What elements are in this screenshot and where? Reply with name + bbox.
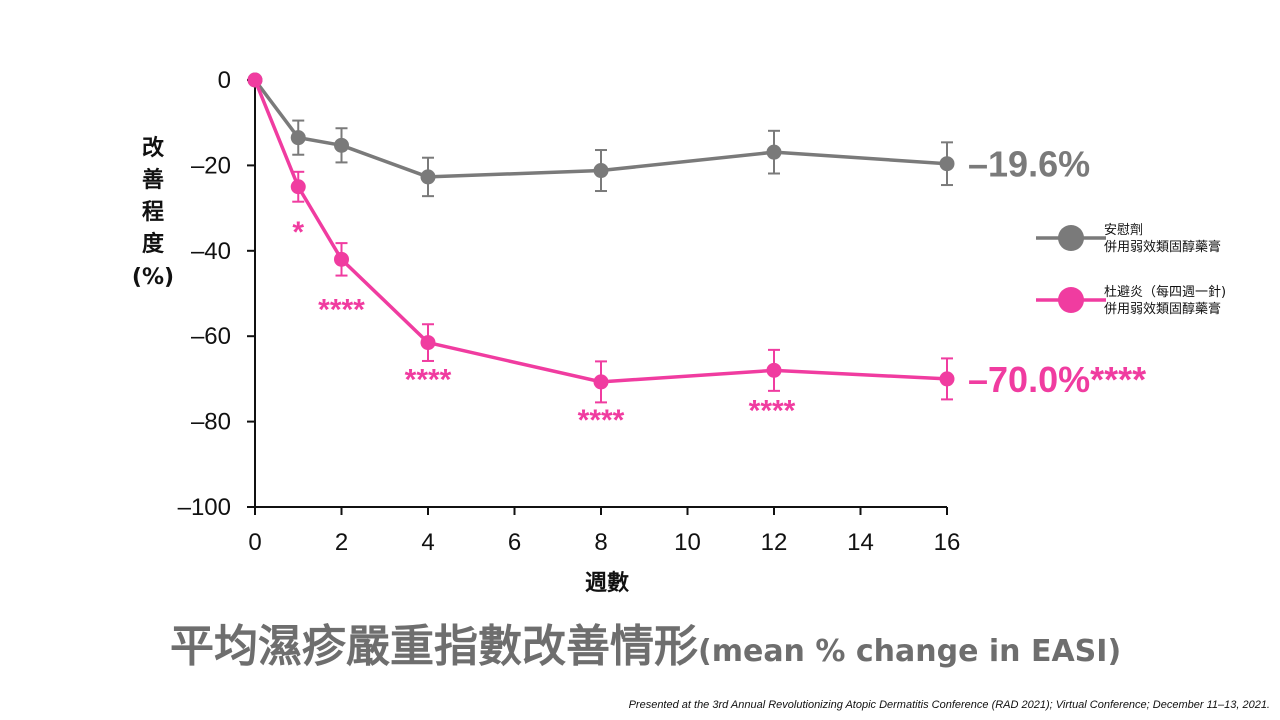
x-tick-label: 14 [847, 529, 874, 556]
legend-label: 併用弱效類固醇藥膏 [1104, 301, 1221, 317]
y-tick-label: –20 [191, 152, 231, 179]
data-point [334, 137, 349, 153]
y-axis-title-char: (%) [132, 265, 174, 290]
end-label-placebo: –19.6% [968, 144, 1090, 185]
x-tick-label: 4 [421, 529, 434, 556]
y-tick-label: –40 [191, 238, 231, 265]
data-point [593, 374, 609, 390]
data-point [939, 371, 955, 387]
y-tick-label: 0 [218, 67, 231, 94]
y-tick-label: –80 [191, 409, 231, 436]
y-tick-label: –60 [191, 323, 231, 350]
y-tick-labels: 0 –20 –40 –60 –80 –100 [178, 67, 231, 521]
significance-marker: **** [578, 404, 625, 437]
data-point [766, 362, 782, 378]
significance-markers: ************* **** [292, 216, 795, 437]
data-point [593, 163, 609, 179]
main-title-en: (mean % change in EASI) [698, 634, 1122, 669]
x-tick-label: 8 [594, 529, 607, 556]
main-title: 平均濕疹嚴重指數改善情形(mean % change in EASI) [170, 610, 1121, 674]
y-tick-label: –100 [178, 494, 231, 521]
x-tick-labels: 0 2 4 6 8 10 12 14 16 [248, 529, 960, 556]
data-point [420, 335, 436, 351]
end-labels: –19.6% –70.0%**** [968, 144, 1146, 400]
x-tick-label: 6 [508, 529, 521, 556]
y-axis-title-char: 改 [142, 135, 165, 161]
data-point [766, 144, 782, 160]
legend-marker [1058, 225, 1084, 251]
x-tick-label: 0 [248, 529, 261, 556]
significance-marker: **** [318, 293, 365, 326]
legend-label: 安慰劑 [1104, 222, 1143, 238]
data-point [939, 156, 955, 172]
x-tick-label: 12 [761, 529, 788, 556]
data-point [420, 169, 436, 185]
legend-marker [1058, 287, 1084, 313]
end-label-dupilumab: –70.0%**** [968, 359, 1146, 400]
series-layer [247, 72, 955, 404]
significance-marker: **** [749, 394, 796, 427]
legend-label: 杜避炎（每四週一針) [1104, 284, 1226, 300]
x-axis-title: 週數 [585, 571, 629, 596]
footnote: Presented at the 3rd Annual Revolutioniz… [628, 699, 1270, 711]
series-dupilumab [247, 72, 955, 404]
data-point [290, 179, 306, 195]
chart-axes [247, 79, 948, 515]
y-axis-title-char: 度 [142, 231, 165, 257]
y-axis-title-char: 善 [142, 167, 164, 193]
data-point [247, 72, 263, 88]
legend-item-dupilumab: 杜避炎（每四週一針)併用弱效類固醇藥膏 [1036, 284, 1226, 317]
data-point [334, 251, 349, 267]
significance-marker: **** [405, 364, 452, 397]
main-title-zh: 平均濕疹嚴重指數改善情形 [170, 621, 698, 672]
y-axis-title-char: 程 [142, 200, 164, 225]
x-tick-label: 10 [674, 529, 701, 556]
significance-marker: * [292, 216, 304, 249]
series-line [253, 79, 948, 384]
x-tick-label: 2 [335, 529, 348, 556]
data-point [290, 130, 306, 146]
series-placebo [247, 72, 955, 198]
x-tick-label: 16 [934, 529, 961, 556]
legend-label: 併用弱效類固醇藥膏 [1104, 239, 1221, 255]
